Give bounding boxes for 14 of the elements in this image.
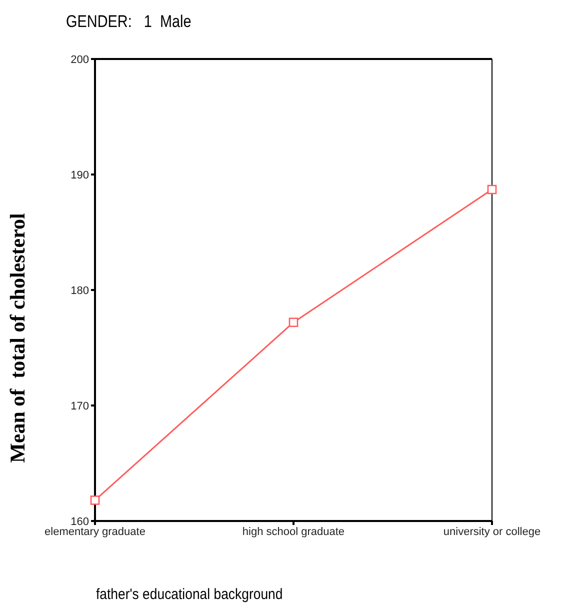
x-tick-label: elementary graduate xyxy=(44,526,146,538)
point xyxy=(90,496,100,505)
y-tick-label: 180 xyxy=(70,284,89,297)
y-tick-label: 160 xyxy=(70,516,89,528)
y-tick-label: 170 xyxy=(70,400,89,412)
chart-title: GENDER: 1 Male xyxy=(66,12,192,32)
point xyxy=(487,184,497,194)
y-tick-label: 200 xyxy=(70,54,89,66)
y-tick-label: 190 xyxy=(70,169,89,182)
y-axis-title: Mean of total of cholesterol xyxy=(6,213,30,463)
point xyxy=(288,318,298,327)
x-tick-label: high school graduate xyxy=(242,526,345,538)
x-tick-label: university or college xyxy=(443,526,541,538)
x-axis-title: father's educational background xyxy=(96,586,283,603)
